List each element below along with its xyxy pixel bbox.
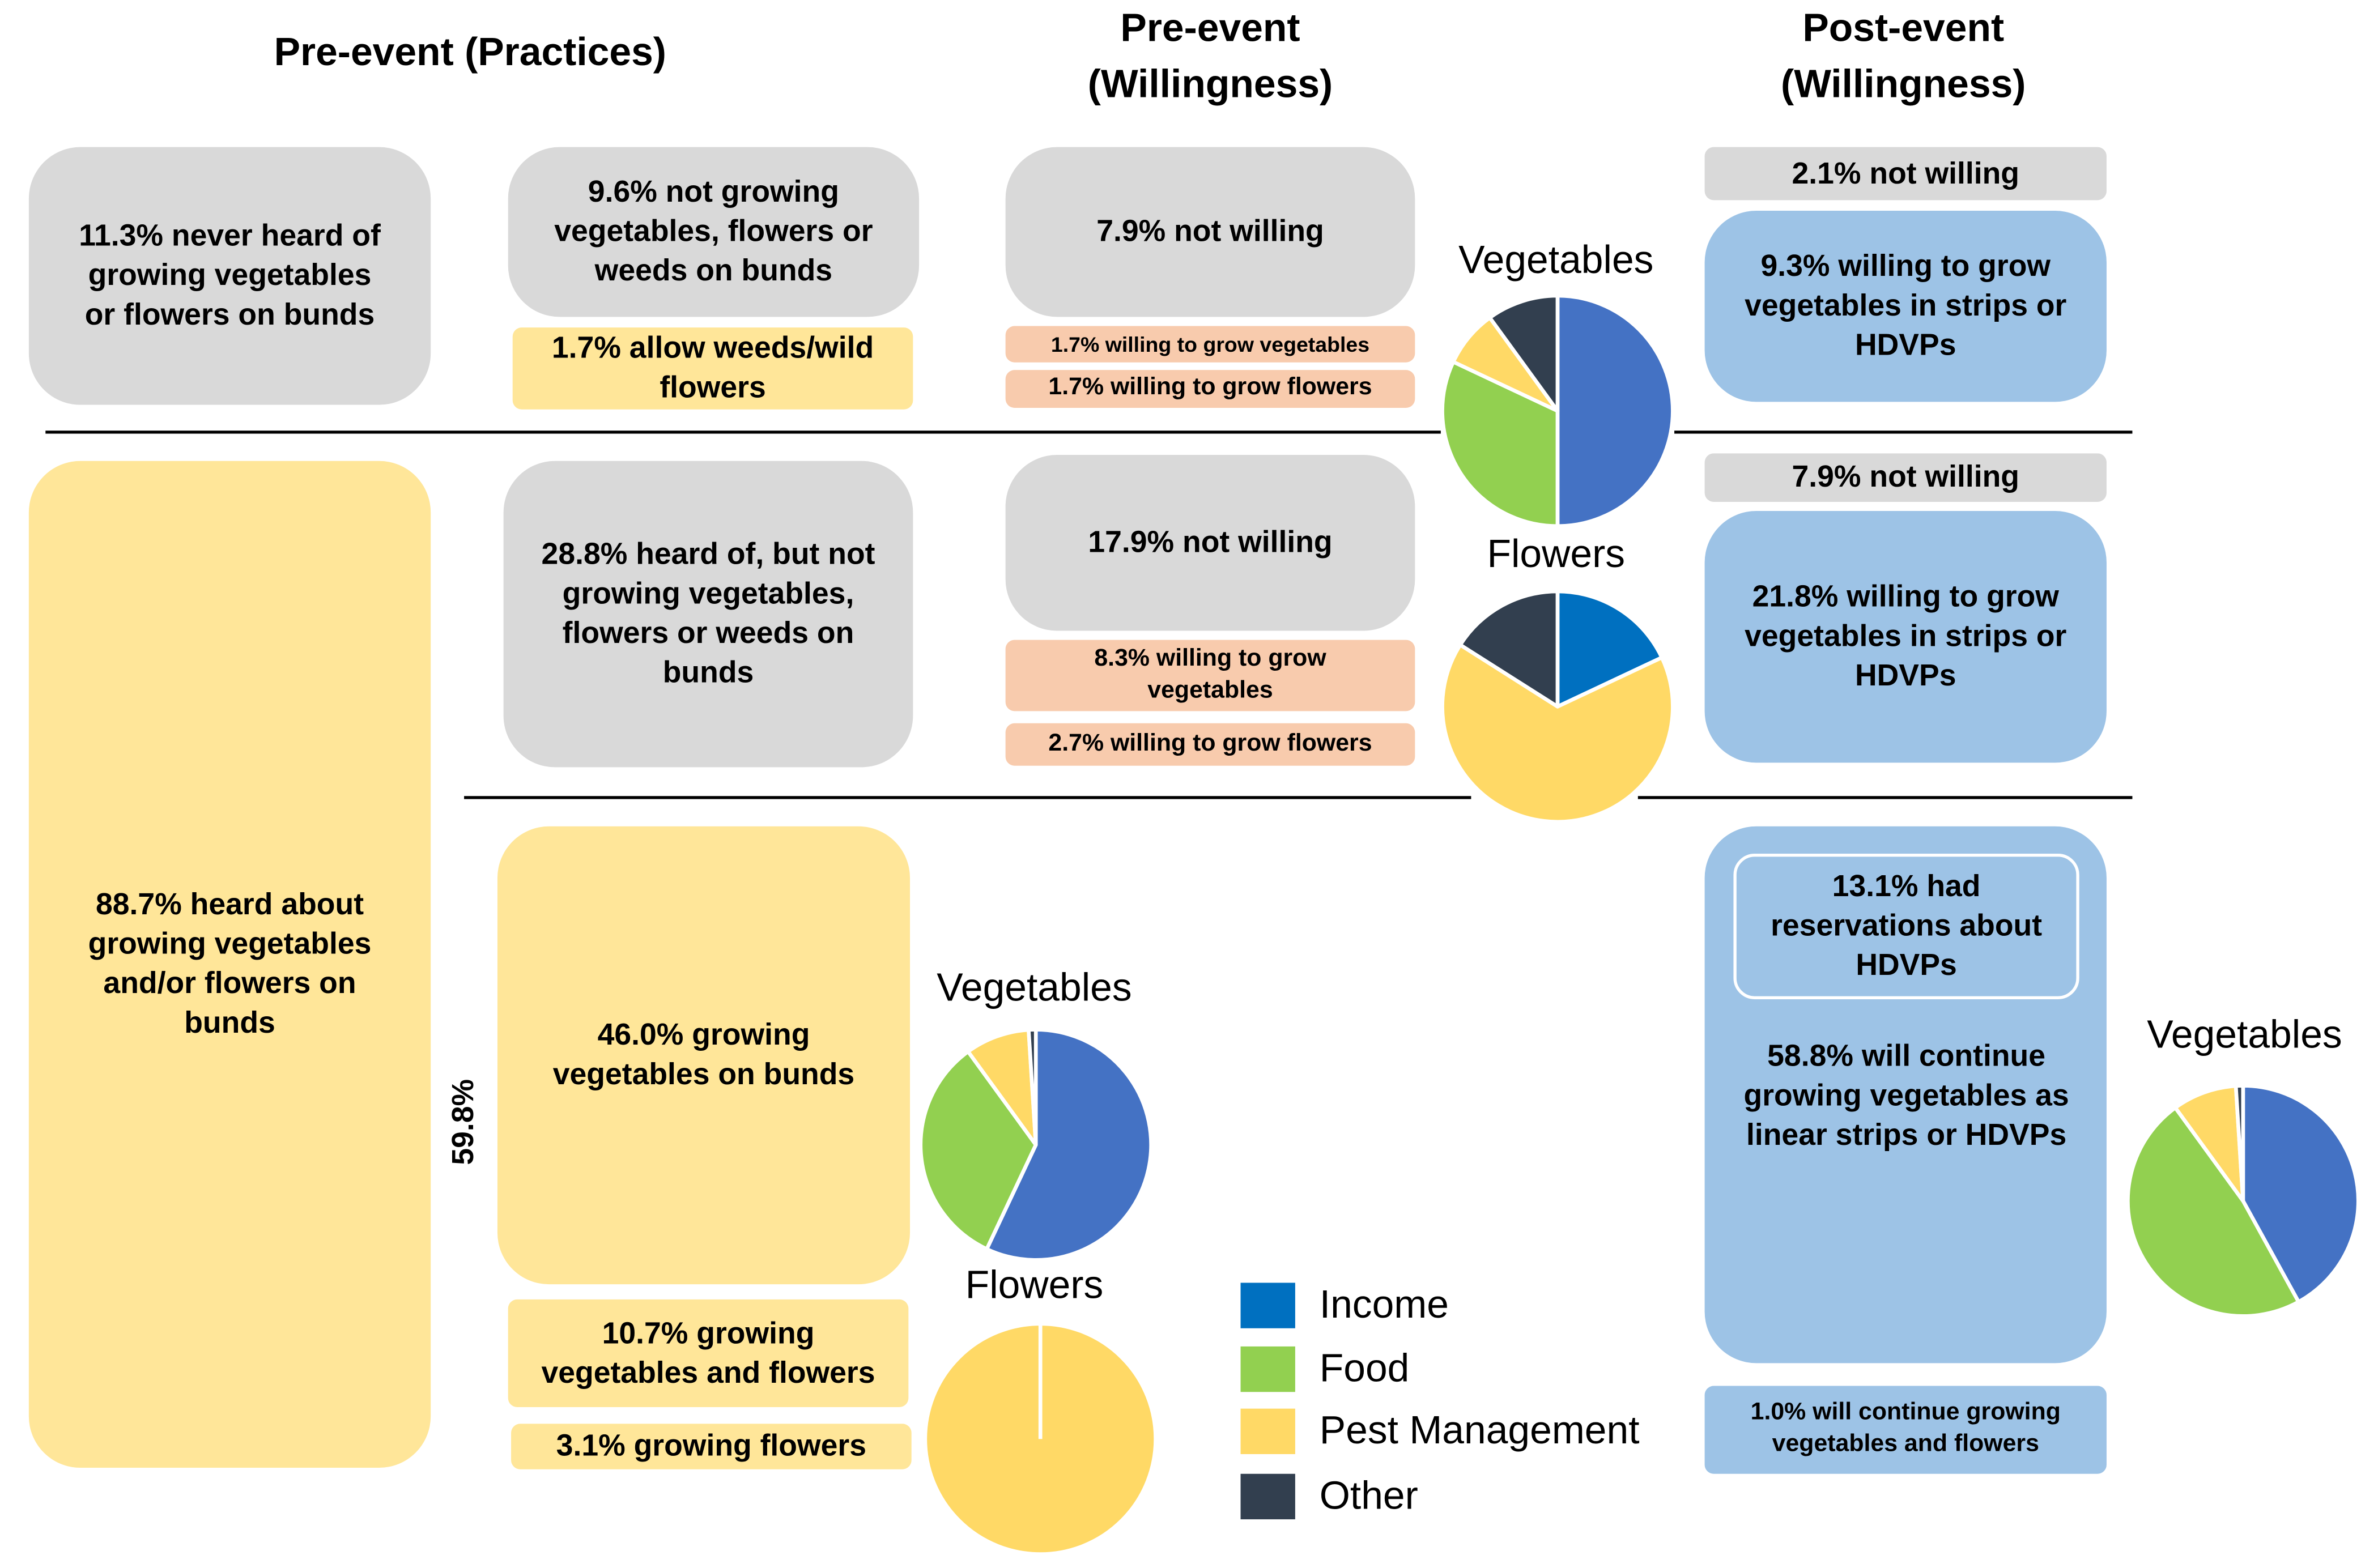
- post-not-willing-box-1: 2.1% not willing: [1704, 147, 2107, 201]
- legend-item-other: Other: [1240, 1472, 1418, 1519]
- divider-line-middle: [464, 796, 1471, 799]
- legend-item-food: Food: [1240, 1345, 1410, 1392]
- pie-chart-pre-willingness-vegetables: [1440, 293, 1675, 529]
- continue-vegetables-text: 58.8% will continue growing vegetables a…: [1743, 1040, 2069, 1153]
- divider-line-top-right: [1674, 431, 2133, 433]
- heard-about-box: 88.7% heard about growing vegetables and…: [28, 461, 431, 1468]
- pie-title-post-willingness-vegetables: Vegetables: [2147, 1011, 2342, 1057]
- pre-willing-flowers-box-2: 2.7% willing to grow flowers: [1005, 723, 1415, 766]
- pie-slice-income: [2241, 1084, 2360, 1304]
- pie-chart-pre-willingness-flowers: [1440, 589, 1675, 824]
- legend-label-other: Other: [1319, 1472, 1418, 1518]
- pie-slice-pest-management: [966, 1028, 1038, 1147]
- pie-slice-other: [1458, 589, 1560, 709]
- header-post-event-willingness: Post-event (Willingness): [1781, 5, 2026, 106]
- legend-swatch-income: [1240, 1282, 1295, 1328]
- pie-slice-pest-management: [1440, 642, 1675, 824]
- growing-flowers-box: 3.1% growing flowers: [511, 1424, 912, 1469]
- divider-line-middle-right: [1637, 796, 2133, 799]
- pie-slice-food: [918, 1049, 1038, 1251]
- pie-title-pre-willingness-flowers: Flowers: [1487, 530, 1626, 577]
- pie-slice-food: [1440, 360, 1560, 529]
- pre-willing-veg-box-2: 8.3% willing to grow vegetables: [1005, 640, 1415, 711]
- legend-item-income: Income: [1240, 1281, 1449, 1328]
- pre-not-willing-box-1: 7.9% not willing: [1005, 147, 1415, 317]
- pie-slice-income: [1555, 293, 1675, 529]
- legend-swatch-other: [1240, 1473, 1295, 1519]
- pie-slice-income: [1555, 589, 1664, 709]
- pie-chart-practices-vegetables: [918, 1028, 1153, 1262]
- growing-veg-flowers-box: 10.7% growing vegetables and flowers: [508, 1299, 909, 1407]
- legend-swatch-pest-management: [1240, 1408, 1295, 1454]
- pie-chart-post-willingness-vegetables: [2126, 1084, 2360, 1318]
- pie-slice-food: [2126, 1106, 2301, 1318]
- pie-chart-practices-flowers: [923, 1322, 1158, 1556]
- reservations-box: 13.1% had reservations about HDVPs: [1733, 853, 2079, 999]
- not-growing-box: 9.6% not growing vegetables, flowers or …: [508, 147, 920, 317]
- pre-willing-flowers-box-1: 1.7% willing to grow flowers: [1005, 370, 1415, 408]
- growing-vegetables-box: 46.0% growing vegetables on bunds: [497, 826, 911, 1285]
- legend-swatch-food: [1240, 1345, 1295, 1391]
- pie-slice-income: [985, 1028, 1153, 1262]
- header-pre-event-willingness: Pre-event (Willingness): [1087, 5, 1333, 106]
- pre-willing-veg-box-1: 1.7% willing to grow vegetables: [1005, 326, 1415, 363]
- pie-slice-other: [1488, 293, 1560, 413]
- heard-not-growing-box: 28.8% heard of, but not growing vegetabl…: [503, 461, 913, 768]
- pre-not-willing-box-2: 17.9% not willing: [1005, 455, 1415, 631]
- legend-label-income: Income: [1319, 1281, 1449, 1327]
- pie-title-practices-flowers: Flowers: [965, 1262, 1104, 1307]
- divider-line-top: [45, 431, 1441, 433]
- pie-slice-other: [1027, 1028, 1038, 1147]
- post-not-willing-box-2: 7.9% not willing: [1704, 453, 2107, 502]
- allow-weeds-box: 1.7% allow weeds/wild flowers: [512, 327, 913, 410]
- side-percentage-label: 59.8%: [447, 1079, 481, 1165]
- post-willing-strips-box-1: 9.3% willing to grow vegetables in strip…: [1704, 211, 2107, 402]
- pie-slice-pest-management: [2173, 1084, 2245, 1203]
- pie-title-pre-willingness-vegetables: Vegetables: [1458, 236, 1654, 282]
- never-heard-box: 11.3% never heard of growing vegetables …: [28, 147, 431, 405]
- pie-slice-other: [2234, 1084, 2245, 1203]
- legend-label-food: Food: [1319, 1345, 1410, 1391]
- legend-label-pest-management: Pest Management: [1319, 1407, 1640, 1453]
- post-willing-strips-box-2: 21.8% willing to grow vegetables in stri…: [1704, 511, 2107, 763]
- pie-title-practices-vegetables: Vegetables: [937, 964, 1132, 1010]
- header-pre-event-practices: Pre-event (Practices): [274, 28, 666, 75]
- legend-item-pest-management: Pest Management: [1240, 1407, 1640, 1454]
- post-continue-veg-flowers-box: 1.0% will continue growing vegetables an…: [1704, 1386, 2107, 1474]
